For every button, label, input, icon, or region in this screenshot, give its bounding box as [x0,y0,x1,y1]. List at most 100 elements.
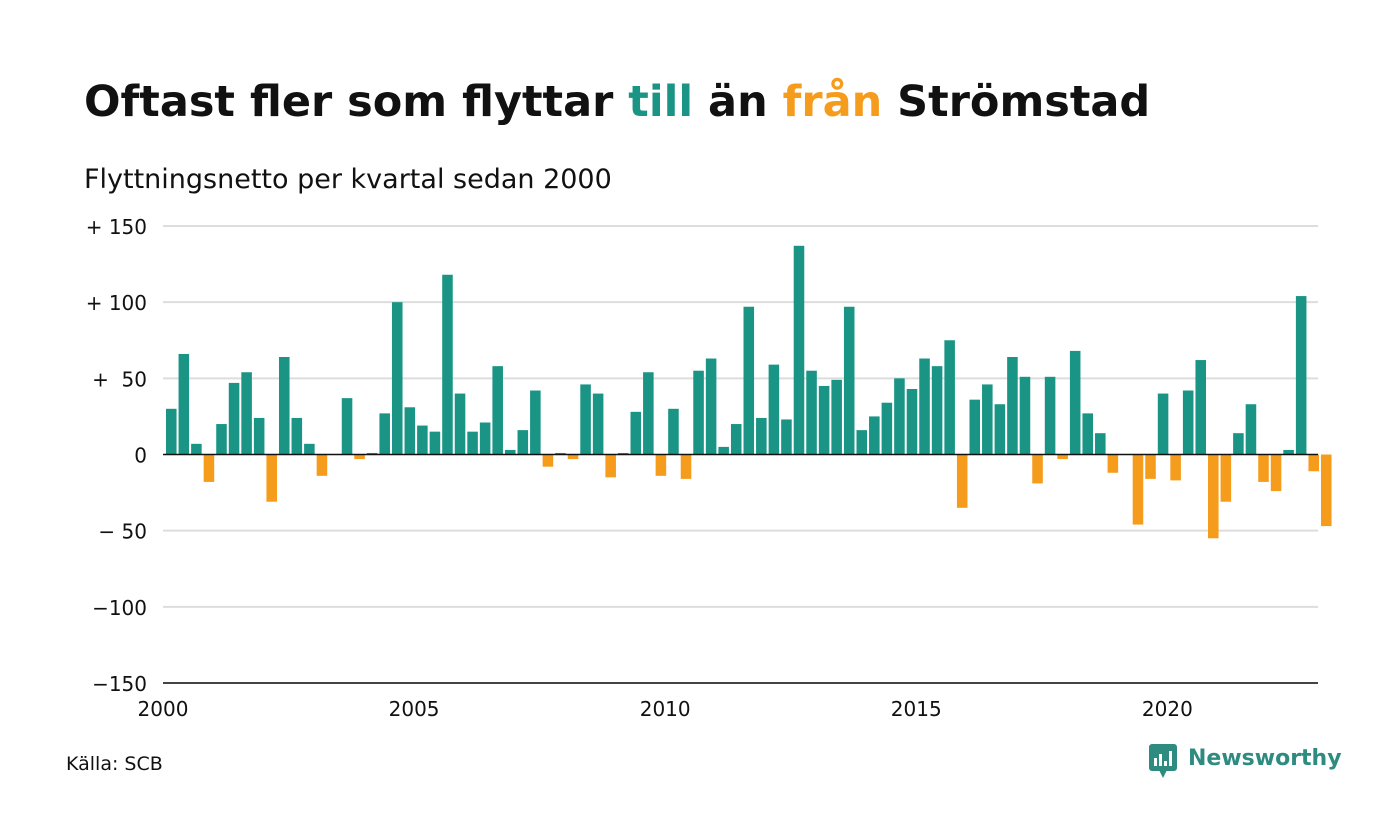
bar [241,372,252,455]
bar [479,422,491,455]
bar [1170,454,1181,481]
chart-title: Oftast fler som flyttar till än från Str… [84,74,1150,130]
x-tick-label: 2020 [1142,697,1193,721]
bar [718,446,729,455]
bar [768,364,780,455]
bar [931,366,943,455]
bar [956,454,968,508]
bar [504,449,516,455]
bar [1283,449,1294,455]
bar [655,454,667,476]
bar [1195,360,1207,455]
bar [253,417,265,455]
x-tick-label: 2000 [138,697,189,721]
y-tick-label: + 150 [86,215,147,239]
bar [391,302,403,455]
chart-subtitle: Flyttningsnetto per kvartal sedan 2000 [84,164,612,195]
title-part-till: till [628,77,694,127]
bar [429,431,441,455]
bar [1145,454,1156,479]
bar [1007,357,1018,455]
x-tick-label: 2010 [640,697,691,721]
bar [680,454,692,479]
bar [278,357,290,455]
bar [567,454,579,460]
bar [1233,433,1244,455]
bar [818,385,830,455]
bar [643,372,654,455]
bar [1208,454,1219,539]
y-tick-label: − 50 [98,520,147,544]
bar [756,417,767,455]
bar [944,340,955,455]
bar [492,366,503,455]
source-note: Källa: SCB [66,753,163,775]
bar [1220,454,1232,502]
bar [1019,376,1031,455]
bar [793,245,805,455]
bar [743,306,755,455]
y-axis-ticks: + 150 + 100 + 50 0 − 50 −100 −150 [86,215,147,696]
bar [1032,454,1043,484]
bar [291,417,303,455]
bars [166,245,1332,539]
brand-name: Newsworthy [1188,746,1342,771]
bar [228,382,240,455]
bar [1321,454,1332,527]
bar [969,399,981,455]
bar [994,404,1006,455]
bar [806,370,817,455]
bar [404,407,416,455]
bar [178,353,190,455]
title-part-5: Strömstad [882,77,1151,127]
bar [705,358,717,455]
bar [1057,454,1068,460]
brand-logo[interactable]: Newsworthy [1148,742,1342,782]
bar [166,408,177,455]
newsworthy-logo-icon [1149,744,1177,778]
bar [304,443,315,455]
bar [266,454,277,502]
bar [341,398,353,455]
bar [467,431,478,455]
bar [881,402,893,455]
bar [856,430,868,455]
bar [730,424,742,455]
y-tick-label: −100 [92,596,147,620]
bar [454,393,466,455]
bar [894,378,905,455]
bar [668,408,679,455]
bar [316,454,328,476]
x-tick-label: 2005 [389,697,440,721]
bar [919,358,930,455]
y-tick-label: + 100 [86,291,147,315]
bar [216,424,227,455]
bar [417,425,428,455]
x-tick-label: 2015 [891,697,942,721]
bar [1308,454,1319,472]
bar [1107,454,1119,473]
bar [530,390,541,455]
bar [1044,376,1056,455]
bar [203,454,215,482]
bar [1295,296,1307,455]
y-tick-label: + 50 [92,367,147,391]
bar [1157,393,1169,455]
bar [580,384,591,455]
title-part-1: Oftast fler som flyttar [84,77,629,127]
bar [517,430,529,455]
bar [555,452,566,455]
title-part-fran: från [782,77,883,127]
y-tick-label: 0 [134,444,147,468]
bar [831,379,842,455]
bar [1245,404,1257,455]
bar [781,419,792,455]
bar [592,393,604,455]
bar [1095,433,1106,455]
bar [1132,454,1144,525]
bar [542,454,554,467]
bar [366,452,378,455]
bar [605,454,616,478]
bar [843,306,855,455]
